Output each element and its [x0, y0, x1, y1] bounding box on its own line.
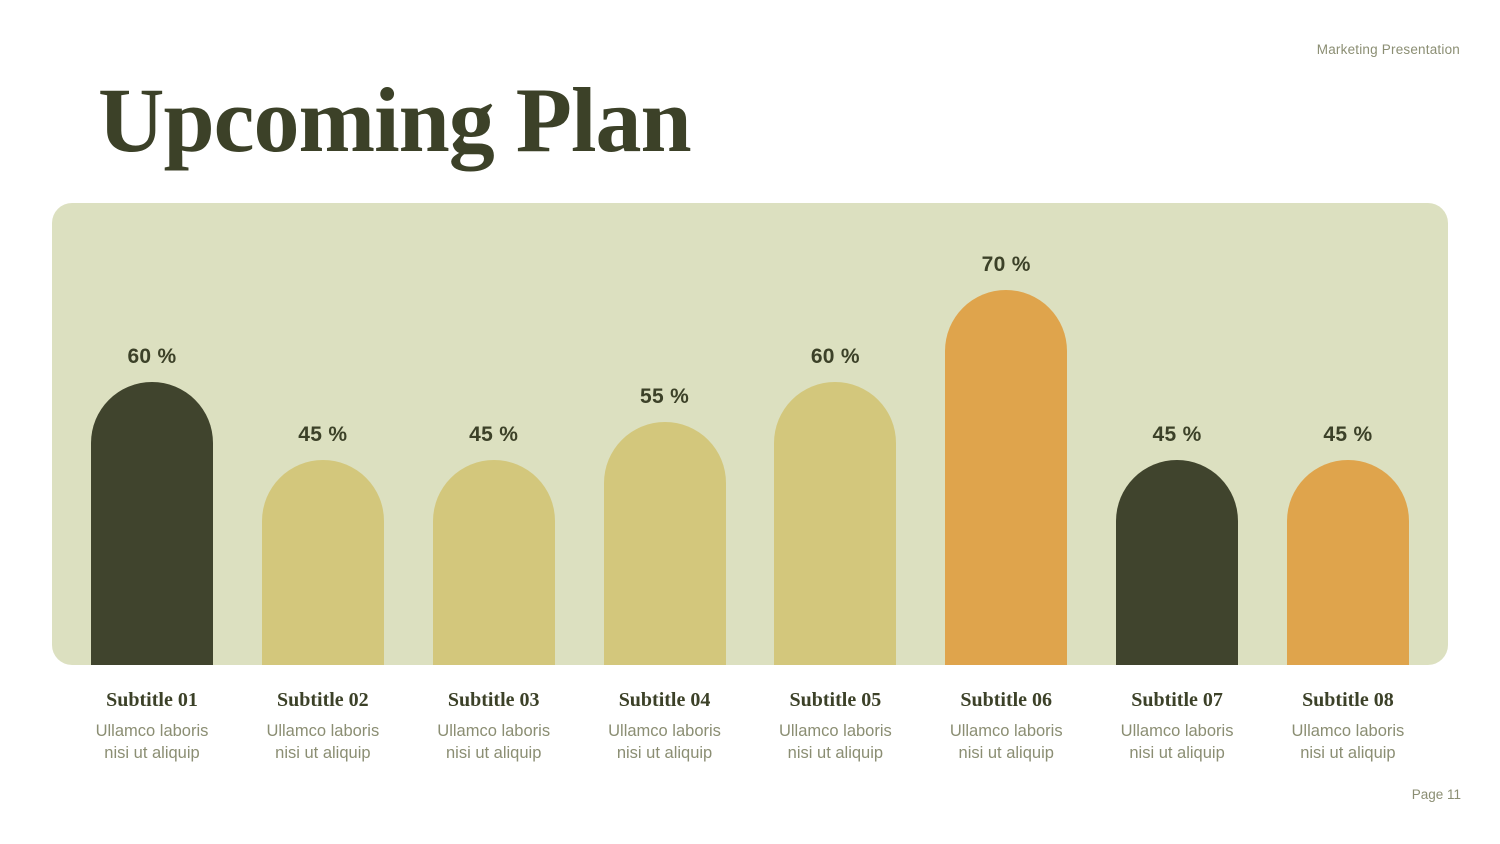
bar-value-label: 55 %	[639, 385, 690, 408]
category-description: Ullamco laboris nisi ut aliquip	[608, 720, 721, 764]
category-description: Ullamco laboris nisi ut aliquip	[96, 720, 209, 764]
category-label-group: Subtitle 08 Ullamco laboris nisi ut aliq…	[1287, 665, 1409, 764]
category-description: Ullamco laboris nisi ut aliquip	[1292, 720, 1405, 764]
category-title: Subtitle 05	[789, 689, 882, 711]
category-label-group: Subtitle 01 Ullamco laboris nisi ut aliq…	[91, 665, 213, 764]
category-description-line: Ullamco laboris	[778, 722, 892, 740]
category-label-group: Subtitle 03 Ullamco laboris nisi ut aliq…	[433, 665, 555, 764]
category-description-line: nisi ut aliquip	[104, 744, 200, 762]
bar	[774, 382, 897, 665]
category-title: Subtitle 02	[277, 689, 369, 711]
category-description-line: Ullamco laboris	[1120, 722, 1234, 740]
category-description-line: Ullamco laboris	[95, 722, 209, 740]
bar-value-label: 45 %	[469, 423, 519, 446]
bar-value-label: 60 %	[810, 345, 860, 368]
category-description: Ullamco laboris nisi ut aliquip	[950, 720, 1063, 764]
category-description-line: nisi ut aliquip	[787, 744, 884, 762]
bar	[91, 382, 213, 665]
brand-label: Marketing Presentation	[1316, 42, 1460, 57]
bar-chart: 60 % 45 % 45 % 55 % 60 % 70 %	[52, 203, 1448, 665]
category-description-line: Ullamco laboris	[266, 722, 380, 740]
bar-column: 60 %	[91, 345, 213, 665]
category-title: Subtitle 03	[447, 689, 540, 711]
category-label-group: Subtitle 05 Ullamco laboris nisi ut aliq…	[774, 665, 896, 764]
category-description-line: nisi ut aliquip	[1300, 744, 1396, 762]
category-description: Ullamco laboris nisi ut aliquip	[437, 720, 550, 764]
bar	[1286, 460, 1409, 665]
category-label-group: Subtitle 04 Ullamco laboris nisi ut aliq…	[604, 665, 726, 764]
bar	[603, 422, 726, 665]
bar-column: 45 %	[1286, 423, 1409, 665]
category-title: Subtitle 04	[618, 689, 711, 711]
category-description-line: Ullamco laboris	[1291, 722, 1405, 740]
bar-value-label: 45 %	[1152, 423, 1202, 446]
category-title: Subtitle 06	[960, 689, 1053, 711]
bar-column: 45 %	[432, 423, 555, 665]
page-number: Page 11	[1411, 787, 1461, 802]
bar-column: 45 %	[261, 423, 384, 665]
bar-column: 60 %	[774, 345, 897, 665]
page-title: Upcoming Plan	[98, 69, 692, 171]
bar	[432, 460, 555, 665]
category-description-line: nisi ut aliquip	[616, 744, 713, 762]
category-description-line: nisi ut aliquip	[1129, 744, 1225, 762]
category-description-line: Ullamco laboris	[949, 722, 1063, 740]
bar-column: 45 %	[1116, 423, 1239, 665]
bar-value-label: 70 %	[981, 253, 1031, 276]
category-description: Ullamco laboris nisi ut aliquip	[266, 720, 379, 764]
category-description: Ullamco laboris nisi ut aliquip	[1121, 720, 1234, 764]
category-label-group: Subtitle 07 Ullamco laboris nisi ut aliq…	[1116, 665, 1238, 764]
bar	[261, 460, 384, 665]
category-description: Ullamco laboris nisi ut aliquip	[779, 720, 892, 764]
category-description-line: nisi ut aliquip	[275, 744, 371, 762]
category-label-group: Subtitle 02 Ullamco laboris nisi ut aliq…	[262, 665, 384, 764]
category-description-line: nisi ut aliquip	[958, 744, 1054, 762]
chart-panel: 60 % 45 % 45 % 55 % 60 % 70 %	[52, 203, 1448, 665]
category-description-line: Ullamco laboris	[437, 722, 551, 740]
category-title: Subtitle 01	[106, 689, 198, 711]
category-description-line: Ullamco laboris	[608, 722, 721, 740]
bar-column: 70 %	[945, 253, 1068, 665]
bar	[945, 290, 1068, 665]
category-labels-row: Subtitle 01 Ullamco laboris nisi ut aliq…	[52, 665, 1448, 764]
bar-value-label: 60 %	[127, 345, 177, 368]
category-description-line: nisi ut aliquip	[445, 744, 542, 762]
bar	[1116, 460, 1239, 665]
bar-value-label: 45 %	[298, 423, 348, 446]
category-label-group: Subtitle 06 Ullamco laboris nisi ut aliq…	[945, 665, 1067, 764]
bar-column: 55 %	[603, 385, 726, 665]
bar-value-label: 45 %	[1323, 423, 1373, 446]
category-title: Subtitle 07	[1131, 689, 1223, 711]
category-title: Subtitle 08	[1302, 689, 1394, 711]
